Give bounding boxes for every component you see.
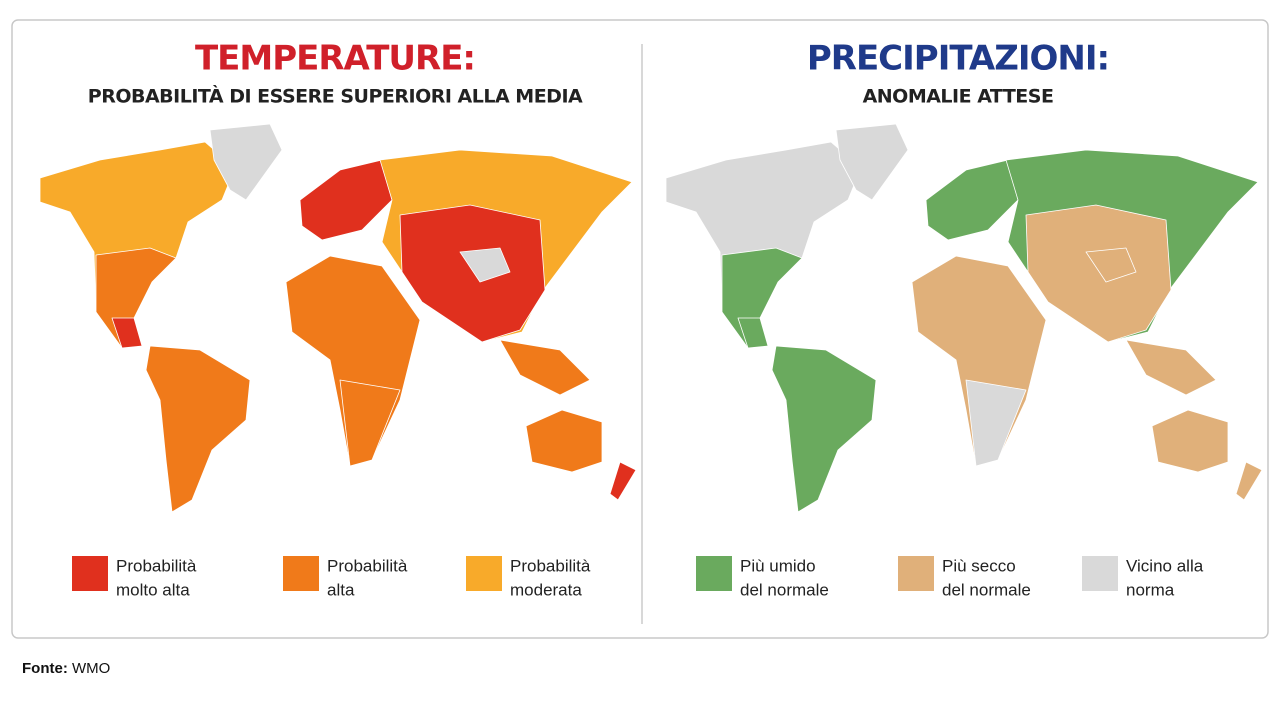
panel-title: PRECIPITAZIONI: [807,39,1109,79]
legend-swatch [1082,556,1118,591]
legend-label: molto alta [116,580,190,599]
map-region [399,204,546,343]
map-region [1025,204,1172,343]
map-region [499,339,591,396]
source-text: WMO [72,660,110,677]
legend-swatch [898,556,934,591]
map-region [835,123,909,201]
legend-swatch [696,556,732,591]
world-map [665,123,1263,513]
legend-label: norma [1126,580,1175,599]
legend-label: Probabilità [510,556,591,575]
legend-swatch [466,556,502,591]
map-region [771,345,877,513]
map-region [111,317,143,349]
map-region [525,409,603,473]
map-region [925,159,1019,241]
map-region [1235,461,1263,501]
map-region [299,159,393,241]
map-region [209,123,283,201]
map-region [1085,247,1137,283]
legend-label: del normale [740,580,829,599]
panel-subtitle: ANOMALIE ATTESE [863,86,1054,108]
legend-swatch [72,556,108,591]
legend-label: Probabilità [327,556,408,575]
map-region [737,317,769,349]
legend-label: moderata [510,580,582,599]
map-region [965,379,1027,467]
panel-title: TEMPERATURE: [195,39,475,79]
map-region [459,247,511,283]
legend-label: Probabilità [116,556,197,575]
legend-swatch [283,556,319,591]
panel-subtitle: PROBABILITÀ DI ESSERE SUPERIORI ALLA MED… [88,85,583,108]
legend-label: Vicino alla [1126,556,1204,575]
map-region [339,379,401,467]
source: Fonte: WMO [22,660,110,677]
map-region [1151,409,1229,473]
map-region [609,461,637,501]
legend-label: Più secco [942,556,1016,575]
map-region [1125,339,1217,396]
frame [11,19,1269,639]
world-map [39,123,637,513]
legend-label: Più umido [740,556,816,575]
source-label: Fonte: [22,660,68,677]
legend-label: alta [327,580,355,599]
legend-label: del normale [942,580,1031,599]
map-region [145,345,251,513]
